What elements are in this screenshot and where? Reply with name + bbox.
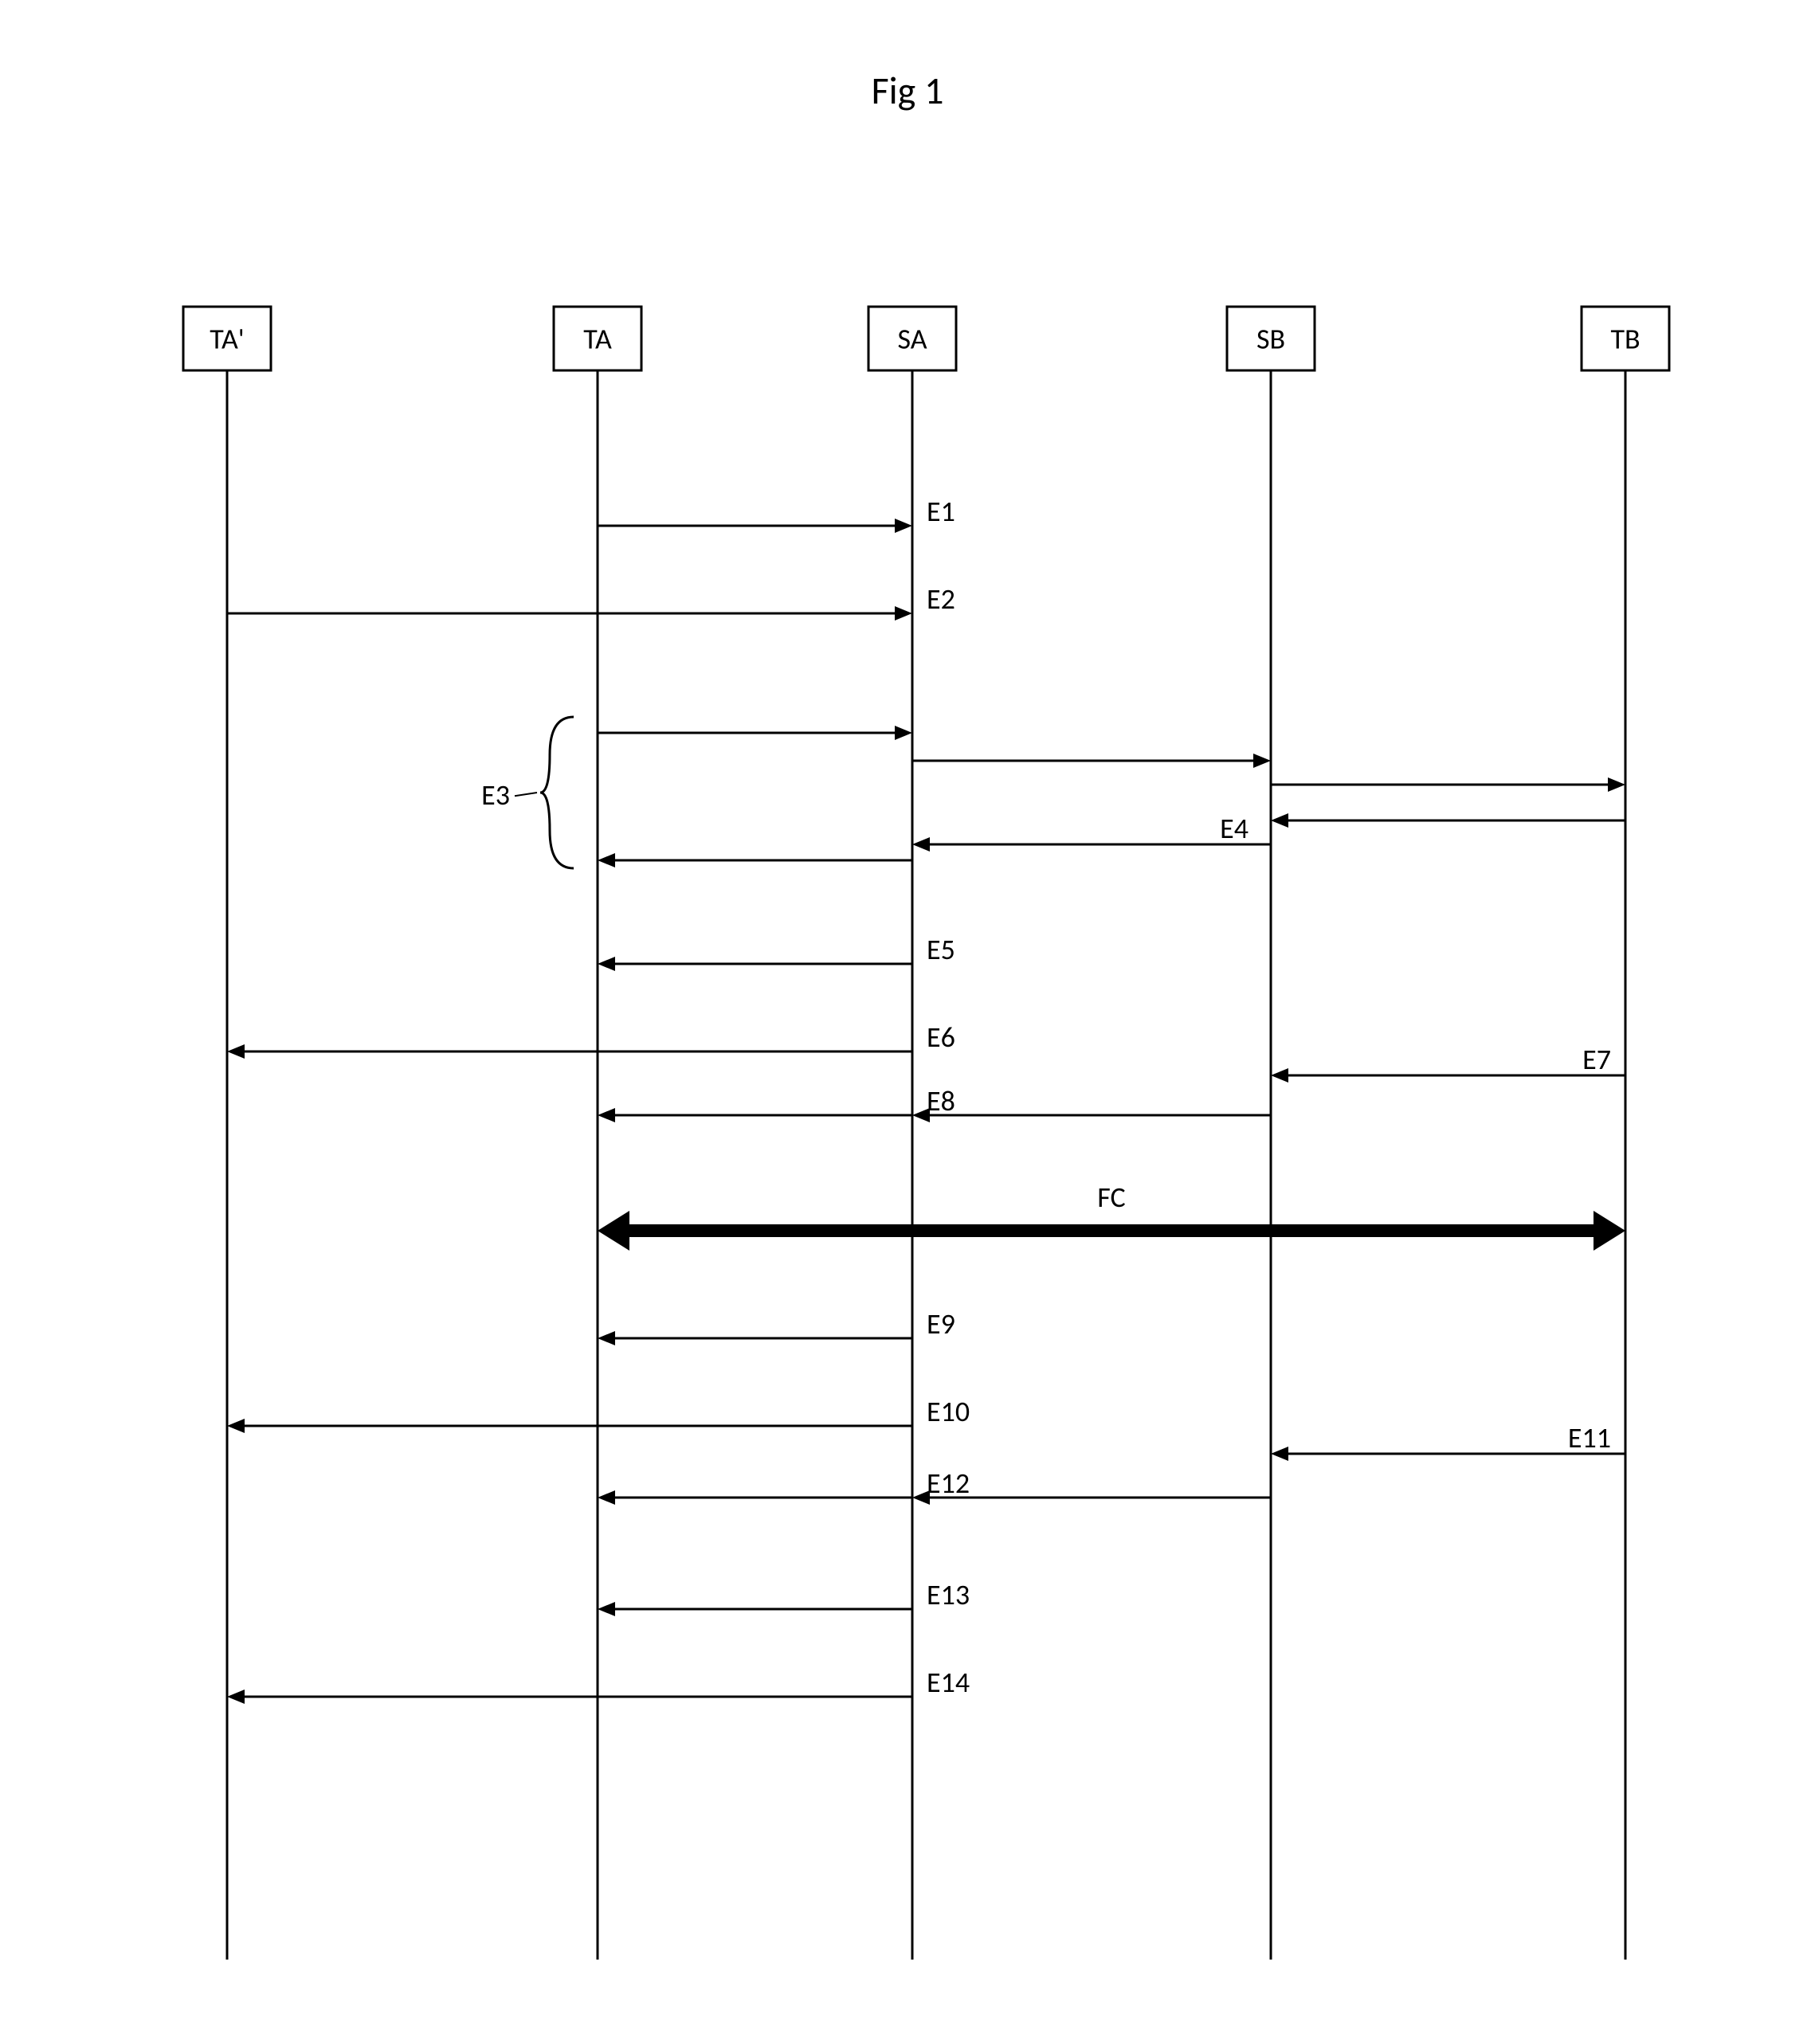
arrow-head-a17 <box>598 1490 615 1505</box>
arrow-head-a13 <box>598 1331 615 1345</box>
arrow-head-a4 <box>1608 777 1625 792</box>
arrow-head-a5 <box>1271 813 1288 828</box>
arrow-head-a2 <box>895 726 912 740</box>
arrow-head-a18 <box>598 1602 615 1616</box>
arrow-label-E1: E1 <box>927 494 955 529</box>
brace-label-E3: E3 <box>481 777 510 813</box>
arrow-label-E11: E11 <box>1568 1420 1611 1455</box>
lifeline-label-SB: SB <box>1256 322 1285 357</box>
arrow-label-E8: E8 <box>927 1083 955 1118</box>
arrow-label-E12: E12 <box>927 1466 970 1501</box>
arrow-head-a10 <box>1271 1068 1288 1083</box>
arrow-head-FC-right <box>1594 1211 1625 1251</box>
sequence-diagram: Fig 1 TA' TA SA SB TB E1 E2 E4 E5 E6 E7 E8 E9 E10 E11 E1… <box>0 0 1815 2044</box>
arrow-label-E14: E14 <box>927 1665 970 1700</box>
arrow-label-E4: E4 <box>1220 811 1249 846</box>
arrow-label-E5: E5 <box>927 932 955 967</box>
lifeline-label-TA_prime: TA' <box>210 322 245 357</box>
arrow-label-E2: E2 <box>927 581 955 617</box>
lifeline-label-SA: SA <box>897 322 927 357</box>
arrow-label-E6: E6 <box>927 1020 955 1055</box>
arrow-head-a7 <box>598 853 615 867</box>
arrow-head-FC-left <box>598 1211 629 1251</box>
arrow-head-a1 <box>895 606 912 621</box>
arrow-head-a14 <box>227 1419 245 1433</box>
arrow-head-a6 <box>912 837 930 852</box>
arrow-head-a15 <box>1271 1447 1288 1461</box>
arrow-label-FC: FC <box>1097 1180 1125 1215</box>
arrow-head-a8 <box>598 957 615 971</box>
arrow-label-E7: E7 <box>1582 1042 1611 1077</box>
arrow-label-E13: E13 <box>927 1577 970 1612</box>
arrow-head-a19 <box>227 1690 245 1704</box>
arrow-label-E9: E9 <box>927 1306 955 1341</box>
arrow-head-a3 <box>1253 754 1271 768</box>
arrow-head-a9 <box>227 1044 245 1059</box>
arrow-label-E10: E10 <box>927 1394 970 1429</box>
arrow-head-a0 <box>895 519 912 533</box>
figure-title: Fig 1 <box>872 67 944 114</box>
brace-E3 <box>540 717 574 868</box>
lifeline-label-TB: TB <box>1610 322 1640 357</box>
brace-leader-E3 <box>515 793 537 796</box>
arrow-head-a12 <box>598 1108 615 1122</box>
lifeline-label-TA: TA <box>583 322 612 357</box>
